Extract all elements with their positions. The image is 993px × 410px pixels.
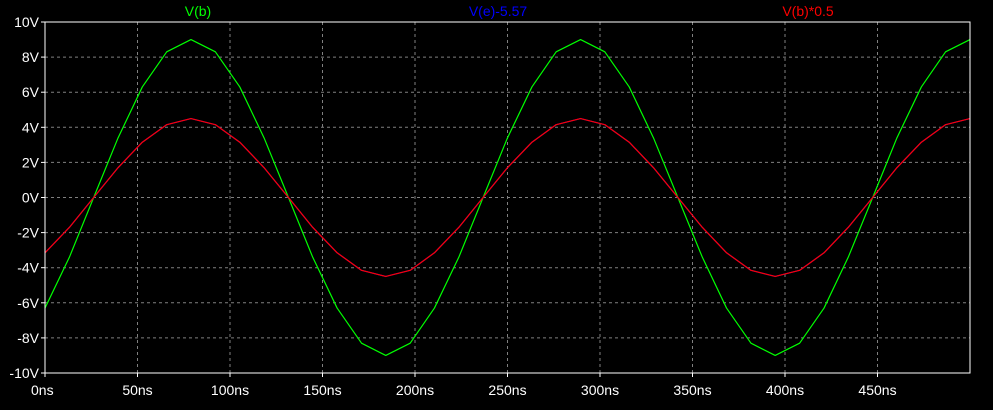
x-tick-label: 400ns bbox=[766, 382, 804, 398]
legend-label-2[interactable]: V(b)*0.5 bbox=[782, 3, 834, 19]
series-line-2 bbox=[44, 117, 971, 278]
y-tick-label: 10V bbox=[14, 14, 40, 30]
x-tick-label: 450ns bbox=[858, 382, 896, 398]
x-tick-label: 100ns bbox=[211, 382, 249, 398]
y-tick-label: 2V bbox=[22, 154, 40, 170]
y-tick-label: 0V bbox=[22, 190, 40, 206]
y-tick-label: -6V bbox=[17, 295, 39, 311]
legend-label-1[interactable]: V(e)-5.57 bbox=[469, 3, 528, 19]
y-tick-label: -2V bbox=[17, 225, 39, 241]
y-tick-label: 4V bbox=[22, 119, 40, 135]
series-line-0 bbox=[44, 38, 971, 357]
y-tick-label: 8V bbox=[22, 49, 40, 65]
x-tick-label: 150ns bbox=[303, 382, 341, 398]
y-tick-label: 6V bbox=[22, 84, 40, 100]
legend[interactable]: V(b) V(e)-5.57 V(b)*0.5 bbox=[185, 3, 834, 19]
y-axis-ticks: 10V 8V 6V 4V 2V 0V -2V -4V -6V -8V -10V bbox=[9, 14, 45, 381]
x-tick-label: 350ns bbox=[673, 382, 711, 398]
grid-layer bbox=[45, 22, 970, 373]
y-tick-label: -4V bbox=[17, 260, 39, 276]
x-tick-label: 250ns bbox=[488, 382, 526, 398]
legend-label-0[interactable]: V(b) bbox=[185, 3, 211, 19]
x-tick-label: 200ns bbox=[396, 382, 434, 398]
y-tick-label: -10V bbox=[9, 365, 39, 381]
x-tick-label: 50ns bbox=[122, 382, 152, 398]
y-tick-label: -8V bbox=[17, 330, 39, 346]
series-layer bbox=[44, 38, 971, 357]
x-tick-label: 300ns bbox=[581, 382, 619, 398]
x-axis-ticks: 0ns 50ns 100ns 150ns 200ns 250ns 300ns 350ns 400… bbox=[31, 373, 897, 398]
x-tick-label: 0ns bbox=[31, 382, 54, 398]
